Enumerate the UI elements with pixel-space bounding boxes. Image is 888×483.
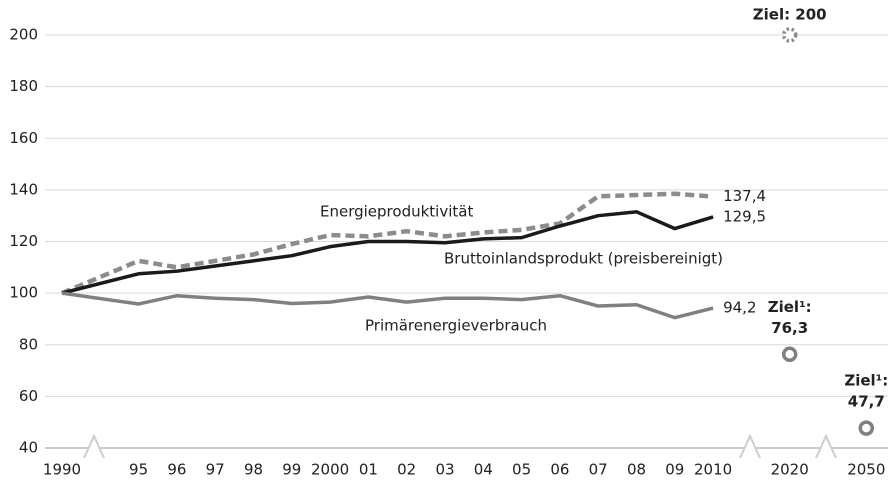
x-tick-label: 02 — [397, 461, 416, 479]
x-tick-label: 09 — [665, 461, 684, 479]
target-label: Ziel¹: — [844, 372, 888, 390]
x-tick-label: 07 — [589, 461, 608, 479]
series-line — [61, 291, 714, 320]
series-label: Bruttoinlandsprodukt (preisbereinigt) — [444, 250, 723, 268]
y-tick-label: 40 — [19, 439, 38, 457]
series-label: Energieproduktivität — [320, 203, 473, 221]
y-tick-label: 160 — [9, 129, 38, 147]
target-marker — [781, 346, 798, 363]
axis-break — [83, 433, 105, 459]
series-line — [61, 210, 714, 295]
x-tick-label: 03 — [435, 461, 454, 479]
axis-break — [815, 433, 837, 459]
y-tick-label: 100 — [9, 284, 38, 302]
target-value-label: 76,3 — [771, 319, 808, 337]
end-label: 137,4 — [723, 187, 766, 205]
x-tick-label: 2050 — [847, 461, 885, 479]
x-tick-label: 2000 — [311, 461, 349, 479]
y-tick-label: 200 — [9, 26, 38, 44]
target-value-label: 47,7 — [848, 393, 885, 411]
x-tick-label: 98 — [244, 461, 263, 479]
y-tick-label: 80 — [19, 335, 38, 353]
series-line — [61, 191, 714, 296]
x-tick-label: 95 — [129, 461, 148, 479]
y-tick-label: 140 — [9, 180, 38, 198]
x-tick-label: 96 — [167, 461, 186, 479]
x-tick-label: 04 — [474, 461, 493, 479]
x-tick-label: 05 — [512, 461, 531, 479]
target-marker — [858, 420, 875, 436]
x-tick-label: 2010 — [694, 461, 732, 479]
x-tick-label: 2020 — [771, 461, 809, 479]
end-label: 94,2 — [723, 299, 756, 317]
end-label: 129,5 — [723, 207, 766, 225]
x-tick-label: 99 — [282, 461, 301, 479]
series-label: Primärenergieverbrauch — [365, 317, 547, 335]
axis-breaks — [83, 433, 837, 459]
target-marker — [781, 27, 798, 43]
y-tick-label: 60 — [19, 387, 38, 405]
x-tick-label: 97 — [206, 461, 225, 479]
y-tick-label: 180 — [9, 77, 38, 95]
x-tick-label: 01 — [359, 461, 378, 479]
y-tick-label: 120 — [9, 232, 38, 250]
axis-break — [739, 433, 761, 459]
target-label: Ziel¹: — [768, 298, 812, 316]
x-tick-label: 1990 — [43, 461, 81, 479]
x-tick-label: 08 — [627, 461, 646, 479]
target-label: Ziel: 200 — [753, 6, 827, 24]
x-tick-label: 06 — [550, 461, 569, 479]
